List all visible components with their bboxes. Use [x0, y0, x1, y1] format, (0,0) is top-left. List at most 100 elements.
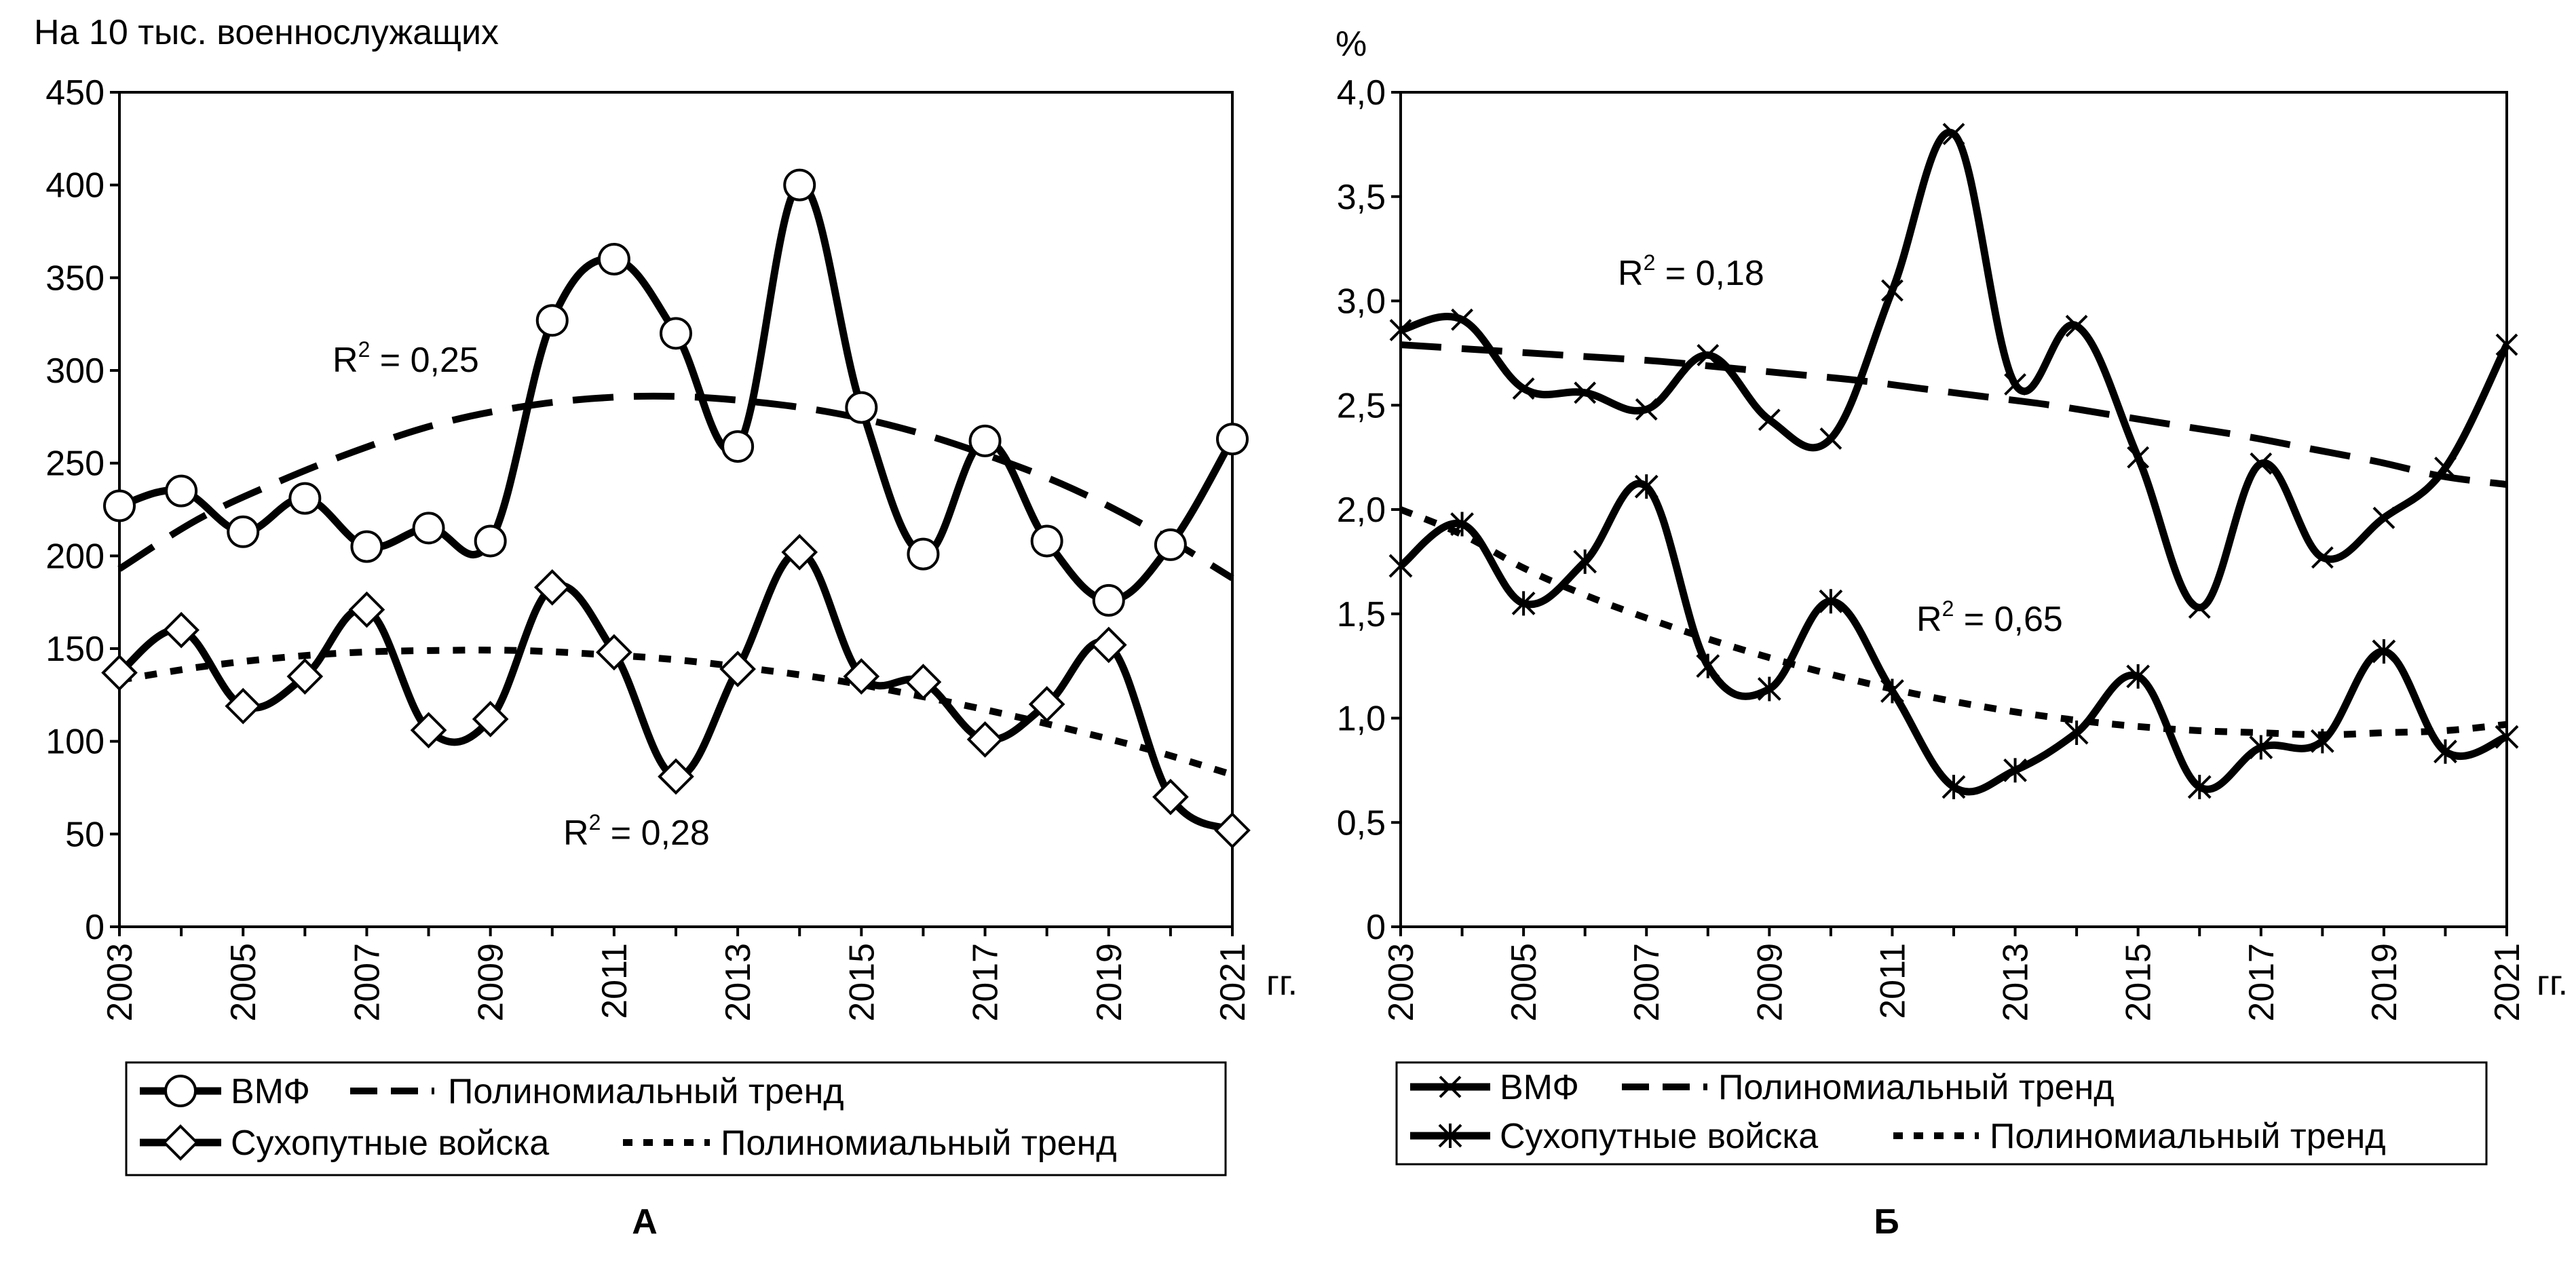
y-tick-label: 1,5: [1337, 595, 1386, 634]
x-tick-label: 2005: [1504, 943, 1544, 1022]
data-point: [2126, 664, 2151, 689]
data-point: [907, 537, 940, 571]
data-point: [1757, 676, 1781, 702]
data-point: [1152, 778, 1189, 816]
series-0-вмф: [1389, 123, 2518, 619]
x-tick-label: 2017: [966, 943, 1006, 1022]
data-point: [2250, 452, 2273, 475]
series-group: [101, 168, 1251, 849]
y-axis: 0 50 100 150 200 250 300 350 400 450: [45, 73, 119, 947]
data-point: [2433, 739, 2457, 764]
data-point: [535, 304, 569, 337]
x-tick-label: 2013: [1996, 943, 2036, 1022]
data-point: [658, 758, 694, 795]
data-point: [2372, 506, 2395, 529]
legend-marker: [162, 1124, 199, 1161]
chart-panel-b: % 0 0,5 1,0 1,5 2,0 2,5 3,0 3,5 4,0 2003 2005 2007…: [1336, 24, 2568, 1242]
data-point: [2495, 725, 2519, 750]
data-point: [2372, 639, 2396, 664]
y-axis-unit-label: %: [1336, 24, 1367, 64]
x-axis: 2003 2005 2007 2009 2011 2013 2015 2017 2019 2021: [100, 927, 1253, 1022]
series-3-полиномиальный-тренд: [119, 647, 1234, 778]
y-tick-label: 50: [65, 815, 105, 854]
data-point: [1881, 279, 1903, 302]
data-point: [472, 701, 509, 737]
data-point: [1451, 308, 1473, 331]
data-point: [2065, 314, 2088, 337]
series-line: [117, 392, 1234, 581]
data-point: [2003, 758, 2027, 783]
data-point: [1942, 774, 1966, 799]
x-tick-label: 2019: [1090, 943, 1129, 1022]
data-point: [1028, 686, 1065, 723]
x-tick-label: 2011: [595, 943, 634, 1019]
legend-marker: [1438, 1124, 1462, 1148]
legend-swatch-вмф: [1410, 1075, 1490, 1098]
x-tick-label: 2007: [1627, 943, 1667, 1022]
series-0-вмф: [103, 168, 1249, 617]
data-point: [1574, 381, 1597, 404]
series-line: [119, 647, 1234, 778]
y-tick-label: 0,5: [1337, 803, 1386, 843]
data-point: [968, 424, 1002, 457]
chart-panel-a: На 10 тыс. военнослужащих 0 50 100 150 200 25…: [34, 13, 1298, 1242]
data-point: [1942, 123, 1965, 145]
data-point: [101, 654, 138, 691]
r-squared-annotation-ground: R2 = 0,65: [1916, 596, 2063, 639]
y-tick-label: 1,0: [1337, 699, 1386, 739]
plot-area: [1399, 91, 2508, 928]
series-2-сухопутные-войска: [101, 534, 1251, 849]
data-point: [1030, 524, 1063, 558]
data-point: [288, 482, 322, 515]
legend-swatch-сухопутные-войска: [140, 1124, 221, 1161]
y-tick-label: 2,5: [1337, 386, 1386, 425]
data-point: [1635, 398, 1658, 421]
x-tick-label: 2013: [719, 943, 758, 1022]
data-point: [2434, 457, 2457, 479]
data-point: [721, 430, 755, 463]
data-point: [225, 687, 262, 725]
legend-label-ground: Сухопутные войска: [1500, 1117, 1818, 1156]
data-point: [1880, 678, 1904, 704]
legend-swatch-сухопутные-войска: [1410, 1124, 1490, 1148]
data-point: [905, 664, 942, 701]
r-squared-annotation-vmf: R2 = 0,25: [333, 337, 479, 380]
data-point: [1696, 653, 1720, 678]
data-point: [2249, 735, 2273, 760]
data-point: [2188, 596, 2211, 619]
data-point: [350, 530, 383, 563]
y-tick-label: 2,0: [1337, 491, 1386, 530]
data-point: [227, 515, 260, 548]
y-axis: 0 0,5 1,0 1,5 2,0 2,5 3,0 3,5 4,0: [1337, 73, 1401, 947]
panel-label-b: Б: [1874, 1202, 1899, 1242]
legend: ВМФ Полиномиальный тренд Сухопутные войс…: [125, 1061, 1227, 1176]
y-tick-label: 4,0: [1337, 73, 1386, 113]
x-tick-label: 2019: [2365, 943, 2404, 1022]
y-tick-label: 0: [85, 908, 105, 947]
x-tick-label: 2007: [347, 943, 387, 1022]
data-point: [843, 658, 880, 695]
data-point: [1090, 626, 1127, 664]
data-point: [1512, 377, 1535, 400]
x-tick-label: 2017: [2242, 943, 2281, 1022]
legend-label-trend-ground: Полиномиальный тренд: [721, 1124, 1117, 1163]
data-point: [2004, 373, 2026, 396]
data-point: [163, 611, 200, 649]
y-tick-label: 3,0: [1337, 282, 1386, 322]
y-tick-label: 450: [45, 73, 105, 113]
data-point: [2187, 774, 2212, 799]
legend-label-trend-ground: Полиномиальный тренд: [1990, 1117, 2386, 1156]
series-line: [1399, 128, 2510, 612]
x-axis-suffix: гг.: [2537, 963, 2568, 1003]
y-tick-label: 150: [45, 630, 105, 669]
data-point: [660, 317, 692, 350]
panel-label-a: А: [632, 1202, 658, 1242]
x-tick-label: 2003: [1382, 943, 1421, 1022]
data-point: [2310, 729, 2334, 754]
data-point: [1634, 474, 1659, 499]
series-1-полиномиальный-тренд: [117, 392, 1234, 581]
legend-label-vmf: ВМФ: [231, 1072, 310, 1111]
plot-area: [118, 91, 1234, 928]
y-tick-label: 3,5: [1337, 178, 1386, 217]
